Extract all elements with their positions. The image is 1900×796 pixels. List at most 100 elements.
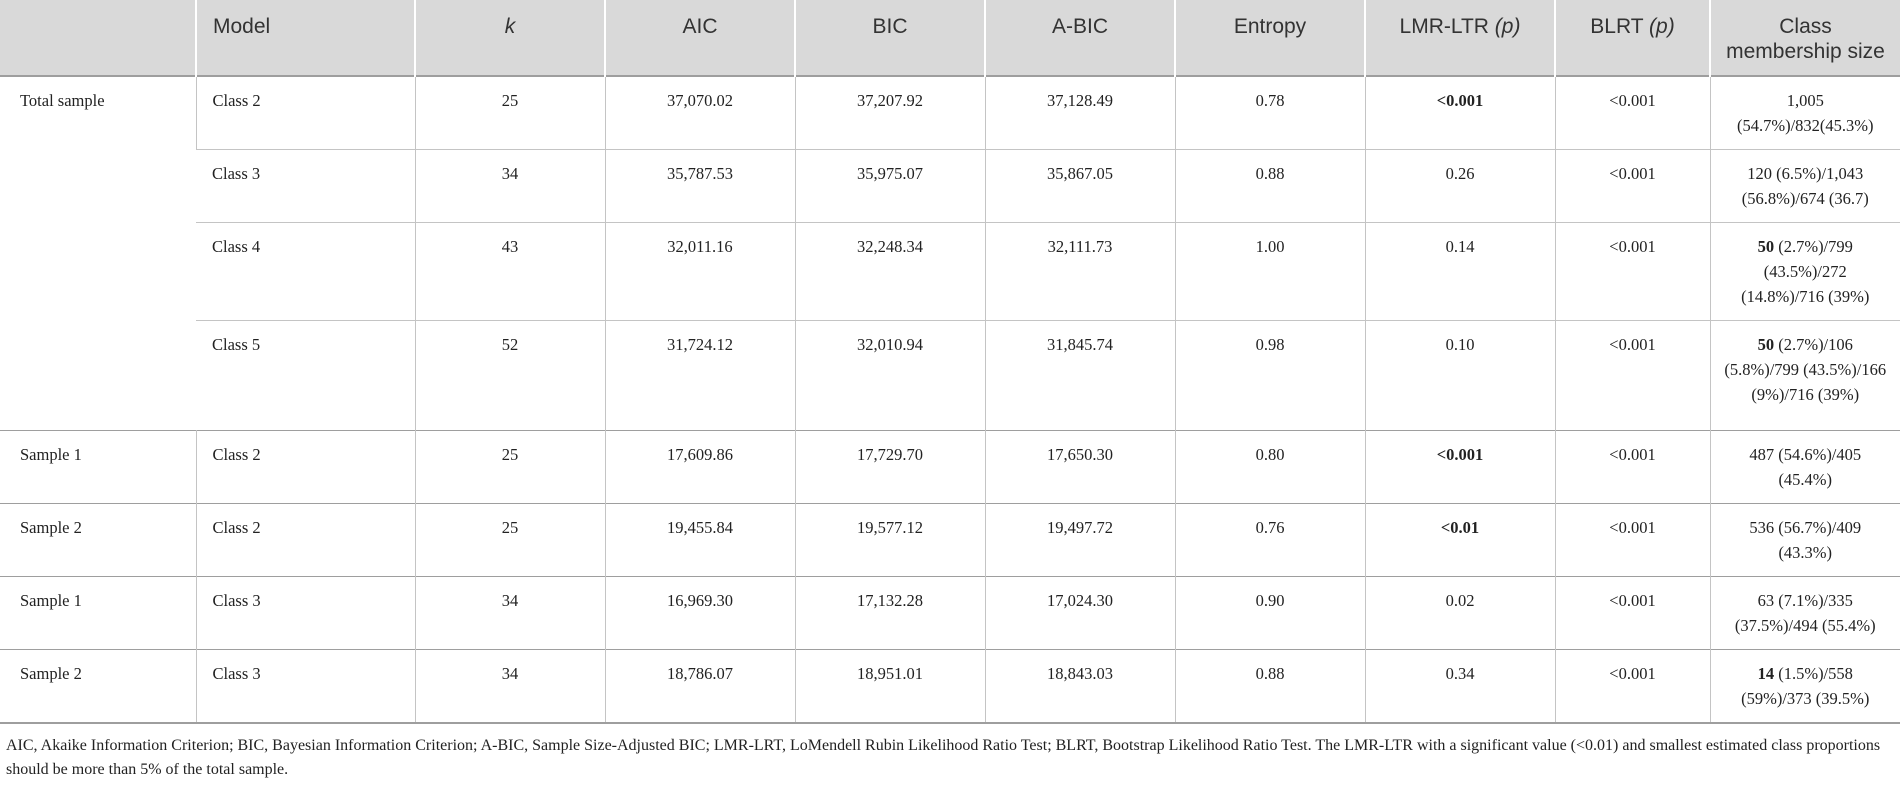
cell-class-size: 50 (2.7%)/106 (5.8%)/799 (43.5%)/166 (9%… bbox=[1709, 320, 1900, 431]
cell-model: Class 3 bbox=[195, 649, 415, 723]
header-lmr-p: (p) bbox=[1494, 15, 1521, 38]
cell-entropy: 0.88 bbox=[1174, 149, 1365, 223]
cell-abic: 17,024.30 bbox=[984, 576, 1175, 650]
table-row: Class 4 43 32,011.16 32,248.34 32,111.73 1.00… bbox=[0, 222, 1900, 321]
table-row: Sample 2 Class 2 25 19,455.84 19,577.12 19,49… bbox=[0, 503, 1900, 577]
header-row: Model k AIC BIC A-BIC Entropy LMR-LTR (p… bbox=[0, 0, 1900, 76]
cell-lmr: 0.34 bbox=[1364, 649, 1555, 723]
table-row: Total sample Class 2 25 37,070.02 37,207.92 3… bbox=[0, 76, 1900, 150]
cell-bic: 32,010.94 bbox=[794, 320, 985, 431]
cell-k: 34 bbox=[414, 649, 605, 723]
cell-abic: 19,497.72 bbox=[984, 503, 1175, 577]
cell-lmr: 0.02 bbox=[1364, 576, 1555, 650]
cell-bic: 17,132.28 bbox=[794, 576, 985, 650]
cell-k: 52 bbox=[414, 320, 605, 431]
cell-lmr: <0.001 bbox=[1364, 430, 1555, 504]
cell-class-size: 487 (54.6%)/405 (45.4%) bbox=[1709, 430, 1900, 504]
class-size-text: 487 (54.6%)/405 (45.4%) bbox=[1749, 445, 1862, 489]
cell-blrt: <0.001 bbox=[1554, 149, 1710, 223]
cell-aic: 35,787.53 bbox=[604, 149, 795, 223]
table-row: Class 3 34 35,787.53 35,975.07 35,867.05 0.88… bbox=[0, 149, 1900, 223]
cell-entropy: 1.00 bbox=[1174, 222, 1365, 321]
table-body: Total sample Class 2 25 37,070.02 37,207.92 3… bbox=[0, 76, 1900, 723]
cell-sample: Sample 2 bbox=[20, 664, 82, 683]
cell-class-size: 50 (2.7%)/799 (43.5%)/272 (14.8%)/716 (3… bbox=[1709, 222, 1900, 321]
cell-bic: 37,207.92 bbox=[794, 76, 985, 150]
cell-model: Class 3 bbox=[195, 576, 415, 650]
cell-bic: 35,975.07 bbox=[794, 149, 985, 223]
class-size-text: 1,005 (54.7%)/832(45.3%) bbox=[1736, 91, 1874, 135]
cell-blrt: <0.001 bbox=[1554, 503, 1710, 577]
table-row: Sample 1 Class 2 25 17,609.86 17,729.70 17,65… bbox=[0, 430, 1900, 504]
cell-entropy: 0.98 bbox=[1174, 320, 1365, 431]
cell-bic: 18,951.01 bbox=[794, 649, 985, 723]
cell-k: 34 bbox=[414, 149, 605, 223]
class-size-text: (2.7%)/799 (43.5%)/272 (14.8%)/716 (39%) bbox=[1741, 237, 1870, 306]
cell-class-size: 536 (56.7%)/409 (43.3%) bbox=[1709, 503, 1900, 577]
cell-abic: 37,128.49 bbox=[984, 76, 1175, 150]
header-blrt-p: (p) bbox=[1649, 15, 1675, 38]
cell-blrt: <0.001 bbox=[1554, 430, 1710, 504]
header-bic: BIC bbox=[794, 0, 985, 76]
cell-k: 25 bbox=[414, 503, 605, 577]
header-entropy: Entropy bbox=[1174, 0, 1365, 76]
cell-aic: 16,969.30 bbox=[604, 576, 795, 650]
cell-aic: 19,455.84 bbox=[604, 503, 795, 577]
cell-blrt: <0.001 bbox=[1554, 222, 1710, 321]
cell-lmr: <0.01 bbox=[1364, 503, 1555, 577]
cell-blrt: <0.001 bbox=[1554, 649, 1710, 723]
cell-model: Class 4 bbox=[212, 237, 261, 256]
cell-entropy: 0.78 bbox=[1174, 76, 1365, 150]
cell-aic: 32,011.16 bbox=[604, 222, 795, 321]
header-k-label: k bbox=[504, 15, 516, 38]
cell-lmr: 0.14 bbox=[1364, 222, 1555, 321]
header-aic: AIC bbox=[604, 0, 795, 76]
header-class-size: Class membership size bbox=[1709, 0, 1900, 76]
cell-entropy: 0.76 bbox=[1174, 503, 1365, 577]
table-row: Class 5 52 31,724.12 32,010.94 31,845.74 0.98… bbox=[0, 320, 1900, 431]
header-blrt: BLRT (p) bbox=[1554, 0, 1710, 76]
cell-model: Class 5 bbox=[212, 335, 261, 354]
cell-bic: 19,577.12 bbox=[794, 503, 985, 577]
model-fit-table: Model k AIC BIC A-BIC Entropy LMR-LTR (p… bbox=[0, 0, 1900, 723]
cell-abic: 17,650.30 bbox=[984, 430, 1175, 504]
cell-lmr: 0.26 bbox=[1364, 149, 1555, 223]
cell-blrt: <0.001 bbox=[1554, 76, 1710, 150]
header-abic: A-BIC bbox=[984, 0, 1175, 76]
class-size-bold: 50 bbox=[1757, 237, 1775, 256]
cell-k: 43 bbox=[414, 222, 605, 321]
cell-abic: 35,867.05 bbox=[984, 149, 1175, 223]
cell-lmr: <0.001 bbox=[1364, 76, 1555, 150]
cell-model: Class 2 bbox=[195, 430, 415, 504]
class-size-text: 536 (56.7%)/409 (43.3%) bbox=[1749, 518, 1862, 562]
cell-entropy: 0.88 bbox=[1174, 649, 1365, 723]
cell-aic: 17,609.86 bbox=[604, 430, 795, 504]
header-blrt-label: BLRT bbox=[1590, 15, 1650, 38]
cell-abic: 31,845.74 bbox=[984, 320, 1175, 431]
cell-blrt: <0.001 bbox=[1554, 576, 1710, 650]
class-size-text: 120 (6.5%)/1,043 (56.8%)/674 (36.7) bbox=[1741, 164, 1869, 208]
cell-bic: 17,729.70 bbox=[794, 430, 985, 504]
cell-sample: Sample 2 bbox=[20, 518, 82, 537]
cell-k: 25 bbox=[414, 430, 605, 504]
table-row: Sample 1 Class 3 34 16,969.30 17,132.28 17,02… bbox=[0, 576, 1900, 650]
cell-entropy: 0.80 bbox=[1174, 430, 1365, 504]
cell-sample: Sample 1 bbox=[20, 445, 82, 464]
cell-aic: 37,070.02 bbox=[604, 76, 795, 150]
cell-abic: 32,111.73 bbox=[984, 222, 1175, 321]
cell-entropy: 0.90 bbox=[1174, 576, 1365, 650]
header-lmr: LMR-LTR (p) bbox=[1364, 0, 1555, 76]
cell-lmr: 0.10 bbox=[1364, 320, 1555, 431]
cell-bic: 32,248.34 bbox=[794, 222, 985, 321]
class-size-bold: 14 bbox=[1757, 664, 1775, 683]
class-size-text: (2.7%)/106 (5.8%)/799 (43.5%)/166 (9%)/7… bbox=[1724, 335, 1887, 404]
cell-class-size: 63 (7.1%)/335 (37.5%)/494 (55.4%) bbox=[1709, 576, 1900, 650]
cell-class-size: 120 (6.5%)/1,043 (56.8%)/674 (36.7) bbox=[1709, 149, 1900, 223]
class-size-bold: 50 bbox=[1757, 335, 1775, 354]
cell-class-size: 1,005 (54.7%)/832(45.3%) bbox=[1709, 76, 1900, 150]
cell-sample: Total sample bbox=[20, 91, 105, 110]
header-sample bbox=[0, 0, 196, 76]
cell-model: Class 2 bbox=[195, 503, 415, 577]
cell-class-size: 14 (1.5%)/558 (59%)/373 (39.5%) bbox=[1709, 649, 1900, 723]
